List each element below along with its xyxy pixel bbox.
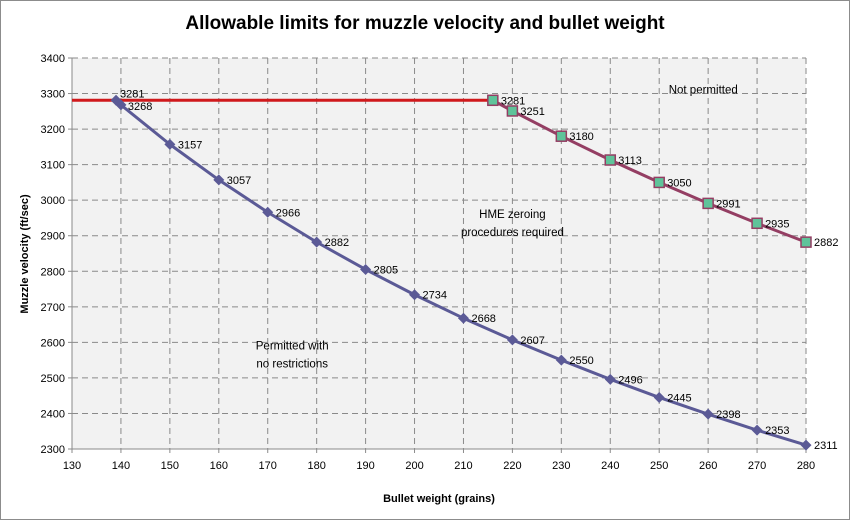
data-point-diamond [800, 439, 812, 451]
plot-area [72, 58, 806, 449]
x-tick-label: 190 [356, 460, 374, 472]
data-label: 2311 [814, 440, 838, 452]
data-point-square [555, 130, 568, 142]
y-tick-label: 2400 [41, 408, 65, 420]
x-tick-label: 230 [552, 460, 570, 472]
data-label: 2805 [374, 264, 398, 276]
y-tick-label: 2300 [41, 444, 65, 456]
y-tick-label: 2500 [41, 373, 65, 385]
y-tick-label: 2600 [41, 337, 65, 349]
data-point-diamond [213, 174, 225, 186]
data-label: 3251 [520, 106, 544, 118]
data-point-diamond [604, 373, 616, 385]
data-point-diamond [311, 236, 323, 248]
data-label: 3281 [501, 95, 525, 107]
grid [72, 57, 807, 449]
y-tick-label: 2800 [41, 266, 65, 278]
data-point-diamond [164, 138, 176, 150]
data-label: 2445 [667, 392, 691, 404]
data-labels: 3281326831573057296628822805273426682607… [120, 88, 838, 452]
data-point-diamond [115, 99, 127, 111]
series-layer [72, 94, 812, 451]
x-tick-label: 150 [161, 460, 179, 472]
y-tick-label: 2900 [41, 231, 65, 243]
data-label: 2353 [765, 425, 789, 437]
x-tick-label: 260 [699, 460, 717, 472]
annotation-text: procedures required [461, 227, 564, 239]
data-point-diamond [409, 289, 421, 301]
data-label: 2966 [276, 207, 300, 219]
x-tick-label: 220 [503, 460, 521, 472]
chart-title: Allowable limits for muzzle velocity and… [185, 13, 665, 34]
annotation-text: Not permitted [669, 85, 738, 97]
x-tick-label: 130 [63, 460, 81, 472]
data-point-diamond [702, 408, 714, 420]
data-point-diamond [751, 424, 763, 436]
y-tick-label: 3300 [41, 89, 65, 101]
x-tick-label: 180 [307, 460, 325, 472]
data-point-square [604, 154, 617, 166]
data-label: 3281 [120, 88, 144, 100]
data-label: 3050 [667, 177, 691, 189]
annotation-text: HME zeroing [479, 209, 545, 221]
series-line-upper-limit [492, 98, 807, 244]
axes [68, 57, 807, 453]
y-axis-label: Muzzle velocity (ft/sec) [19, 194, 31, 314]
x-tick-label: 160 [210, 460, 228, 472]
data-label: 2496 [618, 374, 642, 386]
x-tick-label: 200 [405, 460, 423, 472]
data-point-diamond [360, 263, 372, 275]
data-point-diamond [262, 206, 274, 218]
data-label: 2882 [325, 237, 349, 249]
x-axis-label: Bullet weight (grains) [383, 493, 495, 505]
data-label: 2935 [765, 218, 789, 230]
data-point-square [800, 236, 812, 248]
data-label: 2607 [520, 335, 544, 347]
series-line-lower-limit [115, 99, 807, 447]
x-tick-label: 210 [454, 460, 472, 472]
y-tick-labels: 2300 2400 2500 2600 2700 2800 2900 3000 3100 3200… [41, 53, 65, 456]
data-point-diamond [555, 354, 567, 366]
x-tick-label: 240 [601, 460, 619, 472]
data-label: 3157 [178, 139, 202, 151]
data-label: 2550 [569, 355, 593, 367]
y-tick-label: 2700 [41, 302, 65, 314]
x-tick-label: 270 [748, 460, 766, 472]
data-label: 2668 [471, 313, 495, 325]
annotation-text: Permitted with [256, 340, 329, 352]
data-point-square [702, 197, 714, 210]
x-tick-label: 280 [797, 460, 815, 472]
y-tick-label: 3100 [41, 160, 65, 172]
x-tick-label: 170 [259, 460, 277, 472]
data-point-square [506, 105, 519, 117]
data-point-diamond [506, 334, 518, 346]
x-tick-labels: 130 140 150 160 170 180 190 200 210 220 230 240 250 2… [63, 460, 815, 472]
data-label: 3180 [569, 131, 593, 143]
data-point-diamond [457, 312, 469, 324]
data-point-square [653, 176, 665, 189]
data-label: 3057 [227, 175, 251, 187]
x-tick-label: 250 [650, 460, 668, 472]
data-label: 2882 [814, 237, 838, 249]
data-label: 2991 [716, 198, 740, 210]
data-point-square [751, 217, 763, 230]
data-label: 2398 [716, 409, 740, 421]
y-tick-label: 3400 [41, 53, 65, 65]
data-label: 2734 [423, 290, 447, 302]
x-tick-label: 140 [112, 460, 130, 472]
annotation-text: no restrictions [256, 358, 328, 370]
data-label: 3113 [618, 155, 642, 167]
data-point-square [487, 94, 499, 107]
y-tick-label: 3200 [41, 124, 65, 136]
data-point-diamond [653, 391, 665, 403]
annotations: Not permitted HME zeroing procedures requi… [256, 85, 738, 371]
y-tick-label: 3000 [41, 195, 65, 207]
data-label: 3268 [128, 101, 152, 113]
